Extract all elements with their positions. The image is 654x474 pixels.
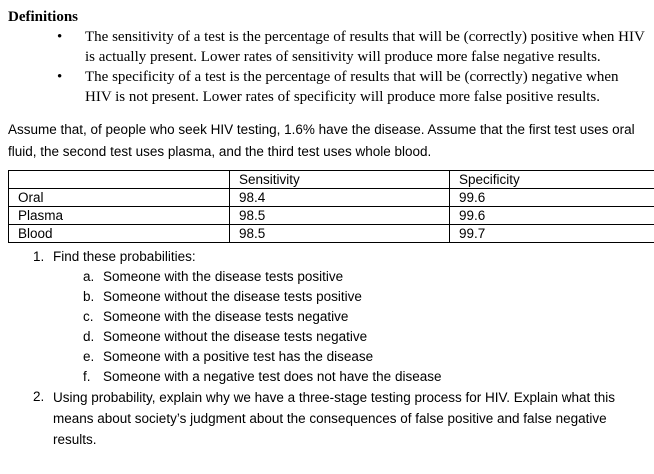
question-1-number: 1.: [33, 249, 45, 264]
header-cell-sensitivity: Sensitivity: [229, 170, 450, 189]
header-cell-specificity: Specificity: [449, 170, 654, 189]
table-row-blood: Blood 98.5 99.7: [8, 224, 654, 243]
subitem-marker: b.: [83, 289, 95, 304]
specificity-cell: 99.7: [449, 224, 654, 243]
subitem-text: Someone with the disease tests positive: [103, 269, 344, 284]
subitem-marker: e.: [83, 349, 95, 364]
row-label-cell: Plasma: [8, 206, 230, 225]
subitem-text: Someone with the disease tests negative: [103, 309, 349, 324]
subitem-marker: d.: [83, 329, 95, 344]
questions-section: 1. Find these probabilities: a. Someone …: [0, 247, 654, 450]
subitem-text: Someone without the disease tests negati…: [103, 329, 368, 344]
intro-paragraph: Assume that, of people who seek HIV test…: [8, 122, 635, 159]
question-2-text: Using probability, explain why we have a…: [53, 390, 616, 447]
question-2-number: 2.: [33, 389, 45, 404]
row-label-cell: Blood: [8, 224, 230, 243]
subitem-marker: c.: [83, 309, 94, 324]
header-cell-blank: [8, 170, 230, 189]
subitem-marker: f.: [83, 369, 91, 384]
table-row-plasma: Plasma 98.5 99.6: [8, 206, 654, 225]
question-1-text: Find these probabilities:: [53, 249, 196, 264]
question-1-subitem-a: a. Someone with the disease tests positi…: [0, 267, 654, 287]
specificity-cell: 99.6: [449, 188, 654, 207]
question-1-subitem-c: c. Someone with the disease tests negati…: [0, 307, 654, 327]
table-row-oral: Oral 98.4 99.6: [8, 188, 654, 207]
subitem-text: Someone with a positive test has the dis…: [103, 349, 374, 364]
sensitivity-cell: 98.5: [229, 206, 450, 225]
question-1-subitem-f: f. Someone with a negative test does not…: [0, 367, 654, 387]
sensitivity-cell: 98.4: [229, 188, 450, 207]
table-header-row: Sensitivity Specificity: [8, 170, 654, 189]
question-1-subitem-e: e. Someone with a positive test has the …: [0, 347, 654, 367]
question-1-subitem-b: b. Someone without the disease tests pos…: [0, 287, 654, 307]
row-label-cell: Oral: [8, 188, 230, 207]
definition-bullet-specificity: The specificity of a test is the percent…: [57, 67, 646, 107]
definitions-bullet-list: The sensitivity of a test is the percent…: [8, 27, 648, 107]
test-data-table: Sensitivity Specificity Oral 98.4 99.6 P…: [8, 170, 654, 243]
subitem-marker: a.: [83, 269, 95, 284]
subitem-text: Someone without the disease tests positi…: [103, 289, 362, 304]
question-1-subitem-d: d. Someone without the disease tests neg…: [0, 327, 654, 347]
question-1: 1. Find these probabilities:: [0, 247, 654, 267]
definition-bullet-sensitivity: The sensitivity of a test is the percent…: [57, 27, 646, 67]
definitions-section: Definitions The sensitivity of a test is…: [0, 0, 654, 107]
subitem-text: Someone with a negative test does not ha…: [103, 369, 442, 384]
specificity-cell: 99.6: [449, 206, 654, 225]
sensitivity-cell: 98.5: [229, 224, 450, 243]
question-2: 2. Using probability, explain why we hav…: [0, 387, 654, 450]
definitions-heading: Definitions: [8, 9, 79, 25]
